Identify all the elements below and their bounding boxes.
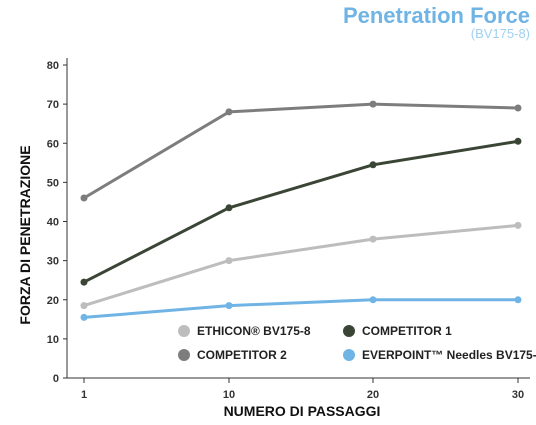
data-point — [80, 194, 88, 202]
legend-swatch — [343, 349, 355, 361]
y-tick-label: 20 — [47, 295, 59, 307]
series-line — [83, 102, 519, 200]
legend-swatch — [178, 349, 190, 361]
data-point — [80, 302, 88, 310]
data-point — [369, 296, 377, 304]
legend-swatch — [178, 325, 190, 337]
legend-swatch — [343, 325, 355, 337]
chart-title-block: Penetration Force (BV175-8) — [342, 3, 530, 41]
series-line — [83, 223, 519, 308]
data-point — [225, 204, 233, 212]
y-tick-label: 30 — [47, 256, 59, 268]
data-point — [225, 257, 233, 265]
x-tick-label: 10 — [223, 389, 235, 401]
data-point — [225, 108, 233, 116]
y-tick-label: 60 — [47, 138, 59, 150]
chart-title: Penetration Force — [342, 3, 530, 28]
chart-subtitle: (BV175-8) — [470, 26, 530, 41]
y-tick-label: 80 — [47, 60, 59, 72]
data-point — [225, 302, 233, 310]
y-tick-label: 0 — [53, 373, 59, 385]
data-point — [514, 104, 522, 112]
y-axis-label: FORZA DI PENETRAZIONE — [17, 145, 33, 324]
legend-label: COMPETITOR 1 — [362, 324, 452, 338]
legend-label: EVERPOINT™ Needles BV175-8 — [362, 348, 536, 362]
x-tick-label: 20 — [367, 389, 379, 401]
legend-label: COMPETITOR 2 — [197, 348, 287, 362]
data-point — [80, 278, 88, 286]
legend-label: ETHICON® BV175-8 — [197, 324, 311, 338]
data-point — [514, 296, 522, 304]
data-point — [369, 161, 377, 169]
x-tick-label: 30 — [512, 389, 524, 401]
data-point — [80, 313, 88, 321]
y-tick-label: 50 — [47, 177, 59, 189]
data-point — [514, 221, 522, 229]
series-line — [83, 139, 519, 284]
series-line — [83, 298, 518, 319]
data-point — [514, 137, 522, 145]
data-point — [369, 235, 377, 243]
y-tick-label: 10 — [47, 334, 59, 346]
data-point — [369, 100, 377, 108]
y-tick-label: 40 — [47, 217, 59, 229]
y-tick-label: 70 — [47, 99, 59, 111]
x-tick-label: 1 — [81, 389, 87, 401]
x-axis-label: NUMERO DI PASSAGGI — [224, 403, 381, 419]
